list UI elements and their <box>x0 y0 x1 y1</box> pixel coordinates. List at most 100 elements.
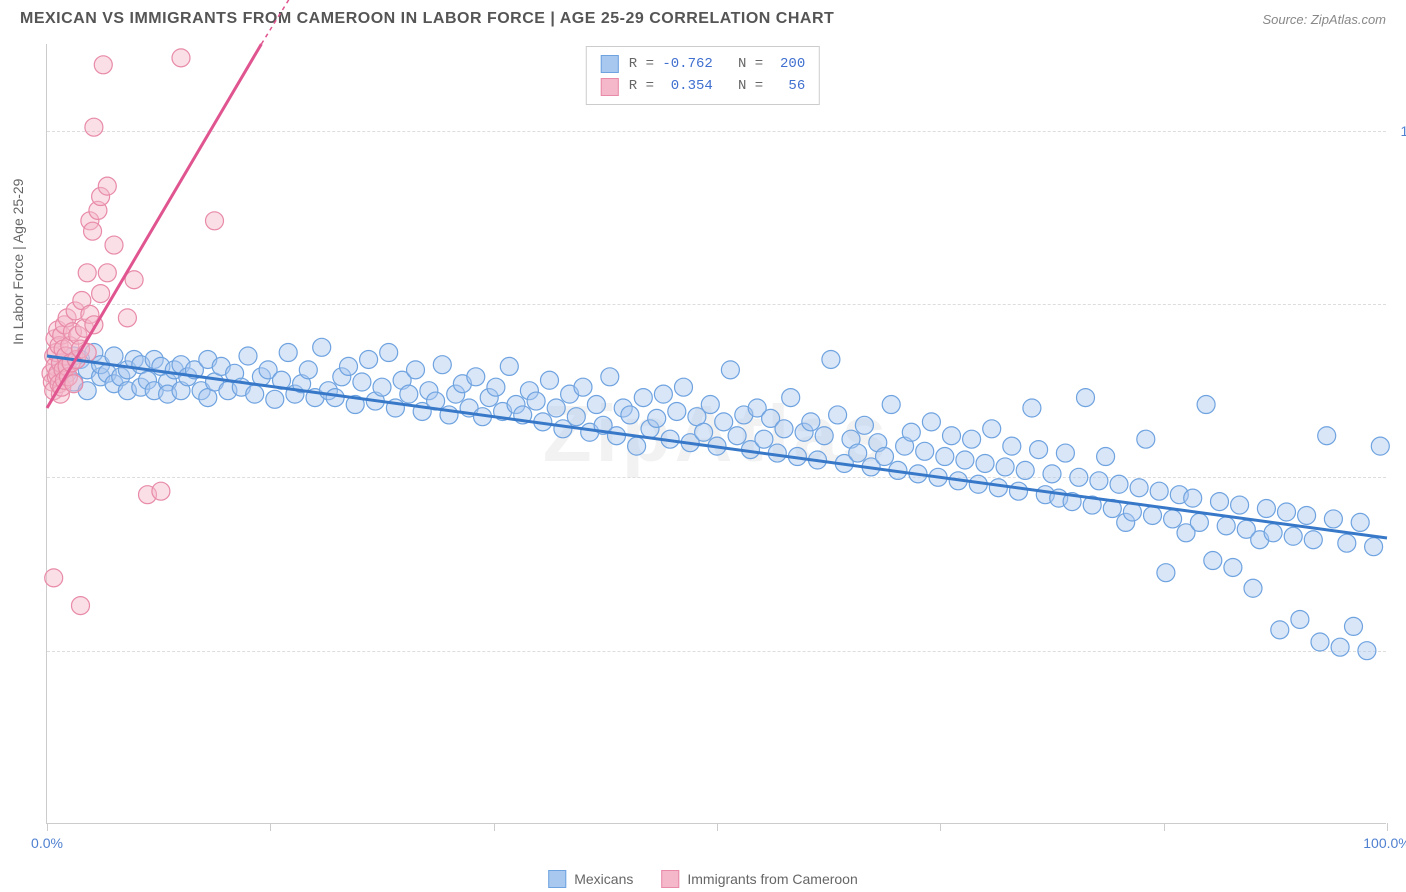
legend-row: R = 0.354 N = 56 <box>601 75 805 97</box>
scatter-point <box>634 389 652 407</box>
scatter-svg <box>47 44 1386 823</box>
scatter-point <box>353 373 371 391</box>
scatter-point <box>547 399 565 417</box>
scatter-point <box>1010 482 1028 500</box>
scatter-point <box>1345 617 1363 635</box>
scatter-point <box>407 361 425 379</box>
scatter-point <box>849 444 867 462</box>
scatter-point <box>1231 496 1249 514</box>
legend-bottom-item: Immigrants from Cameroon <box>661 870 857 888</box>
x-tick <box>1164 823 1165 831</box>
scatter-point <box>98 264 116 282</box>
scatter-point <box>152 482 170 500</box>
scatter-point <box>1030 441 1048 459</box>
scatter-point <box>85 118 103 136</box>
scatter-point <box>360 350 378 368</box>
legend-row: R = -0.762 N = 200 <box>601 53 805 75</box>
scatter-point <box>882 396 900 414</box>
scatter-point <box>976 454 994 472</box>
scatter-point <box>876 448 894 466</box>
scatter-point <box>400 385 418 403</box>
scatter-point <box>500 357 518 375</box>
x-tick <box>494 823 495 831</box>
scatter-point <box>815 427 833 445</box>
series-legend: MexicansImmigrants from Cameroon <box>548 870 858 888</box>
scatter-point <box>94 56 112 74</box>
scatter-point <box>1097 448 1115 466</box>
x-tick-label: 100.0% <box>1363 835 1406 851</box>
scatter-point <box>1144 506 1162 524</box>
scatter-point <box>1043 465 1061 483</box>
scatter-point <box>1284 527 1302 545</box>
scatter-point <box>313 338 331 356</box>
scatter-point <box>775 420 793 438</box>
scatter-point <box>487 378 505 396</box>
trend-line <box>47 356 1387 538</box>
scatter-point <box>1190 513 1208 531</box>
scatter-point <box>527 392 545 410</box>
scatter-point <box>936 448 954 466</box>
x-tick <box>270 823 271 831</box>
scatter-point <box>1023 399 1041 417</box>
scatter-point <box>467 368 485 386</box>
correlation-legend: R = -0.762 N = 200R = 0.354 N = 56 <box>586 46 820 105</box>
scatter-point <box>654 385 672 403</box>
scatter-point <box>1077 389 1095 407</box>
source-attribution: Source: ZipAtlas.com <box>1262 12 1386 27</box>
scatter-point <box>45 569 63 587</box>
scatter-point <box>239 347 257 365</box>
x-tick <box>1387 823 1388 831</box>
scatter-point <box>567 408 585 426</box>
scatter-point <box>373 378 391 396</box>
scatter-point <box>1197 396 1215 414</box>
scatter-point <box>822 350 840 368</box>
legend-swatch <box>601 78 619 96</box>
scatter-point <box>1318 427 1336 445</box>
scatter-point <box>1137 430 1155 448</box>
scatter-point <box>105 347 123 365</box>
scatter-point <box>172 49 190 67</box>
scatter-point <box>829 406 847 424</box>
scatter-point <box>1244 579 1262 597</box>
scatter-point <box>1003 437 1021 455</box>
scatter-point <box>1278 503 1296 521</box>
scatter-point <box>755 430 773 448</box>
scatter-point <box>340 357 358 375</box>
legend-stats: R = -0.762 N = 200 <box>629 53 805 75</box>
scatter-point <box>996 458 1014 476</box>
legend-stats: R = 0.354 N = 56 <box>629 75 805 97</box>
scatter-point <box>1150 482 1168 500</box>
scatter-point <box>675 378 693 396</box>
scatter-point <box>916 442 934 460</box>
scatter-point <box>326 389 344 407</box>
scatter-point <box>943 427 961 445</box>
scatter-point <box>668 402 686 420</box>
scatter-point <box>608 427 626 445</box>
scatter-point <box>1358 642 1376 660</box>
scatter-point <box>65 375 83 393</box>
scatter-point <box>1157 564 1175 582</box>
x-tick-label: 0.0% <box>31 835 63 851</box>
scatter-point <box>279 344 297 362</box>
scatter-point <box>1365 538 1383 556</box>
scatter-point <box>956 451 974 469</box>
scatter-point <box>1338 534 1356 552</box>
scatter-point <box>92 285 110 303</box>
scatter-point <box>433 356 451 374</box>
scatter-point <box>1311 633 1329 651</box>
scatter-point <box>1110 475 1128 493</box>
scatter-point <box>715 413 733 431</box>
scatter-point <box>380 344 398 362</box>
scatter-point <box>587 396 605 414</box>
legend-swatch <box>661 870 679 888</box>
scatter-point <box>1371 437 1389 455</box>
scatter-point <box>1204 552 1222 570</box>
scatter-point <box>1090 472 1108 490</box>
scatter-point <box>78 264 96 282</box>
scatter-point <box>1016 461 1034 479</box>
scatter-point <box>1351 513 1369 531</box>
scatter-point <box>1056 444 1074 462</box>
scatter-point <box>922 413 940 431</box>
scatter-point <box>983 420 1001 438</box>
scatter-point <box>989 479 1007 497</box>
